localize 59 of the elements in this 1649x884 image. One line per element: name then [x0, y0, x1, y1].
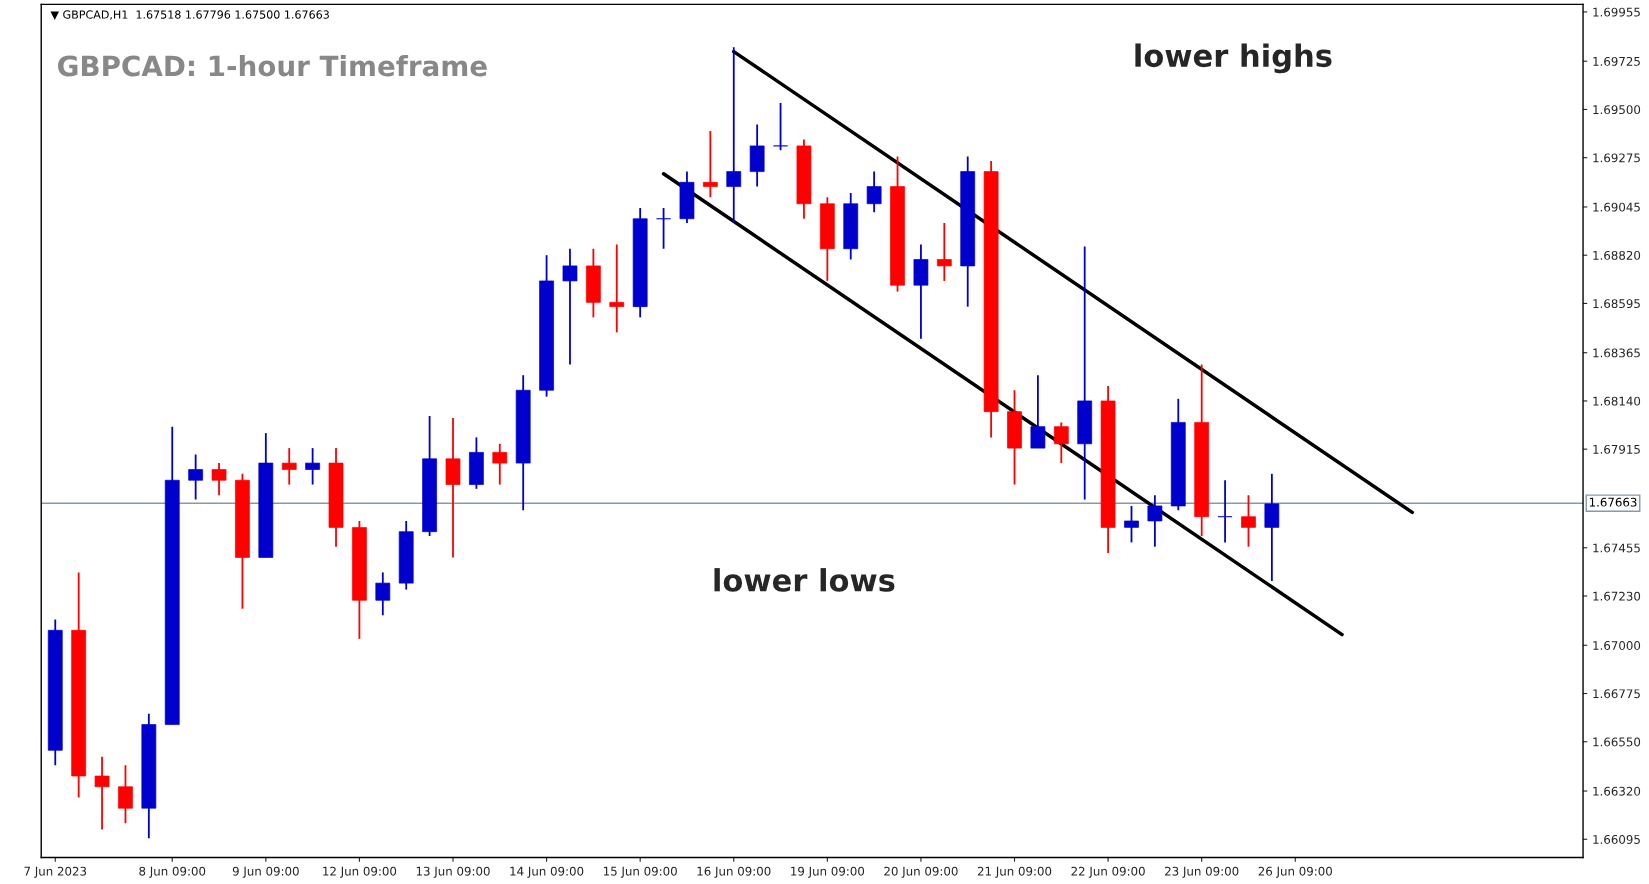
- candlestick: [94, 755, 110, 831]
- candlestick: [118, 764, 133, 825]
- annotation: lower highs: [1135, 43, 1332, 74]
- ref-line-label: 1.67663: [1589, 497, 1637, 507]
- y-tick-label: 1.67230: [1593, 591, 1641, 601]
- y-tick-label: 1.66320: [1593, 786, 1641, 796]
- candlestick: [773, 102, 788, 152]
- x-tick-label: 19 Jun 09:00: [791, 866, 865, 878]
- y-tick-label: 1.67915: [1593, 444, 1640, 454]
- candlestick: [866, 170, 882, 214]
- x-tick-label: 14 Jun 09:00: [510, 866, 584, 878]
- candlestick: [211, 462, 227, 497]
- y-tick-label: 1.68140: [1593, 396, 1641, 406]
- x-tick-label: 15 Jun 09:00: [603, 866, 677, 878]
- candlestick: [281, 447, 297, 486]
- x-tick-label: 7 Jun 2023: [24, 866, 87, 878]
- text: GBPCAD: 1-hour Timeframe: [58, 54, 487, 77]
- y-tick-label: 1.68365: [1593, 348, 1640, 358]
- candlestick: [1124, 505, 1139, 544]
- y-tick-label: 1.68820: [1593, 250, 1641, 260]
- y-tick-label: 1.66550: [1593, 737, 1641, 747]
- y-tick-label: 1.66775: [1593, 689, 1640, 699]
- x-tick-label: 22 Jun 09:00: [1071, 866, 1145, 878]
- candlestick: [305, 447, 320, 486]
- candlestick: [702, 129, 718, 199]
- chart-subtitle: ▼ GBPCAD,H1 1.67518 1.67796 1.67500 1.67663: [50, 10, 329, 20]
- candlestick: [726, 46, 742, 224]
- candlestick: [936, 222, 952, 282]
- y-tick-label: 1.69275: [1593, 153, 1640, 163]
- x-tick-label: 9 Jun 09:00: [232, 866, 299, 878]
- candlestick: [562, 247, 578, 366]
- x-tick-label: 26 Jun 09:00: [1258, 866, 1332, 878]
- candlestick: [1217, 479, 1233, 544]
- candlestick: [492, 442, 508, 486]
- x-tick-label: 16 Jun 09:00: [697, 866, 771, 878]
- x-tick-label: 12 Jun 09:00: [323, 866, 397, 878]
- candlestick: [1241, 494, 1256, 548]
- x-tick-label: 13 Jun 09:00: [416, 866, 490, 878]
- candlestick: [1030, 374, 1046, 450]
- y-tick-label: 1.66095: [1593, 834, 1640, 844]
- candlestick: [1147, 494, 1163, 548]
- x-tick-label: 21 Jun 09:00: [977, 866, 1052, 878]
- annotation: lower lows: [714, 568, 895, 592]
- candlestick: [1053, 421, 1069, 465]
- y-tick-label: 1.69725: [1593, 56, 1640, 66]
- candlestick: [1264, 472, 1280, 582]
- candlestick: [609, 243, 625, 334]
- y-tick-label: 1.69045: [1593, 202, 1640, 212]
- y-tick-label: 1.67455: [1593, 543, 1640, 553]
- y-tick-label: 1.69955: [1593, 7, 1640, 17]
- candlestick: [656, 207, 671, 250]
- candlestick: [188, 453, 204, 501]
- x-tick-label: 20 Jun 09:00: [884, 866, 958, 878]
- y-tick-label: 1.69500: [1593, 105, 1641, 115]
- y-tick-label: 1.68595: [1593, 299, 1640, 309]
- y-tick-label: 1.67000: [1593, 641, 1641, 650]
- candlestick: [375, 571, 391, 617]
- x-tick-label: 8 Jun 09:00: [139, 866, 206, 878]
- x-tick-label: 23 Jun 09:00: [1165, 866, 1239, 878]
